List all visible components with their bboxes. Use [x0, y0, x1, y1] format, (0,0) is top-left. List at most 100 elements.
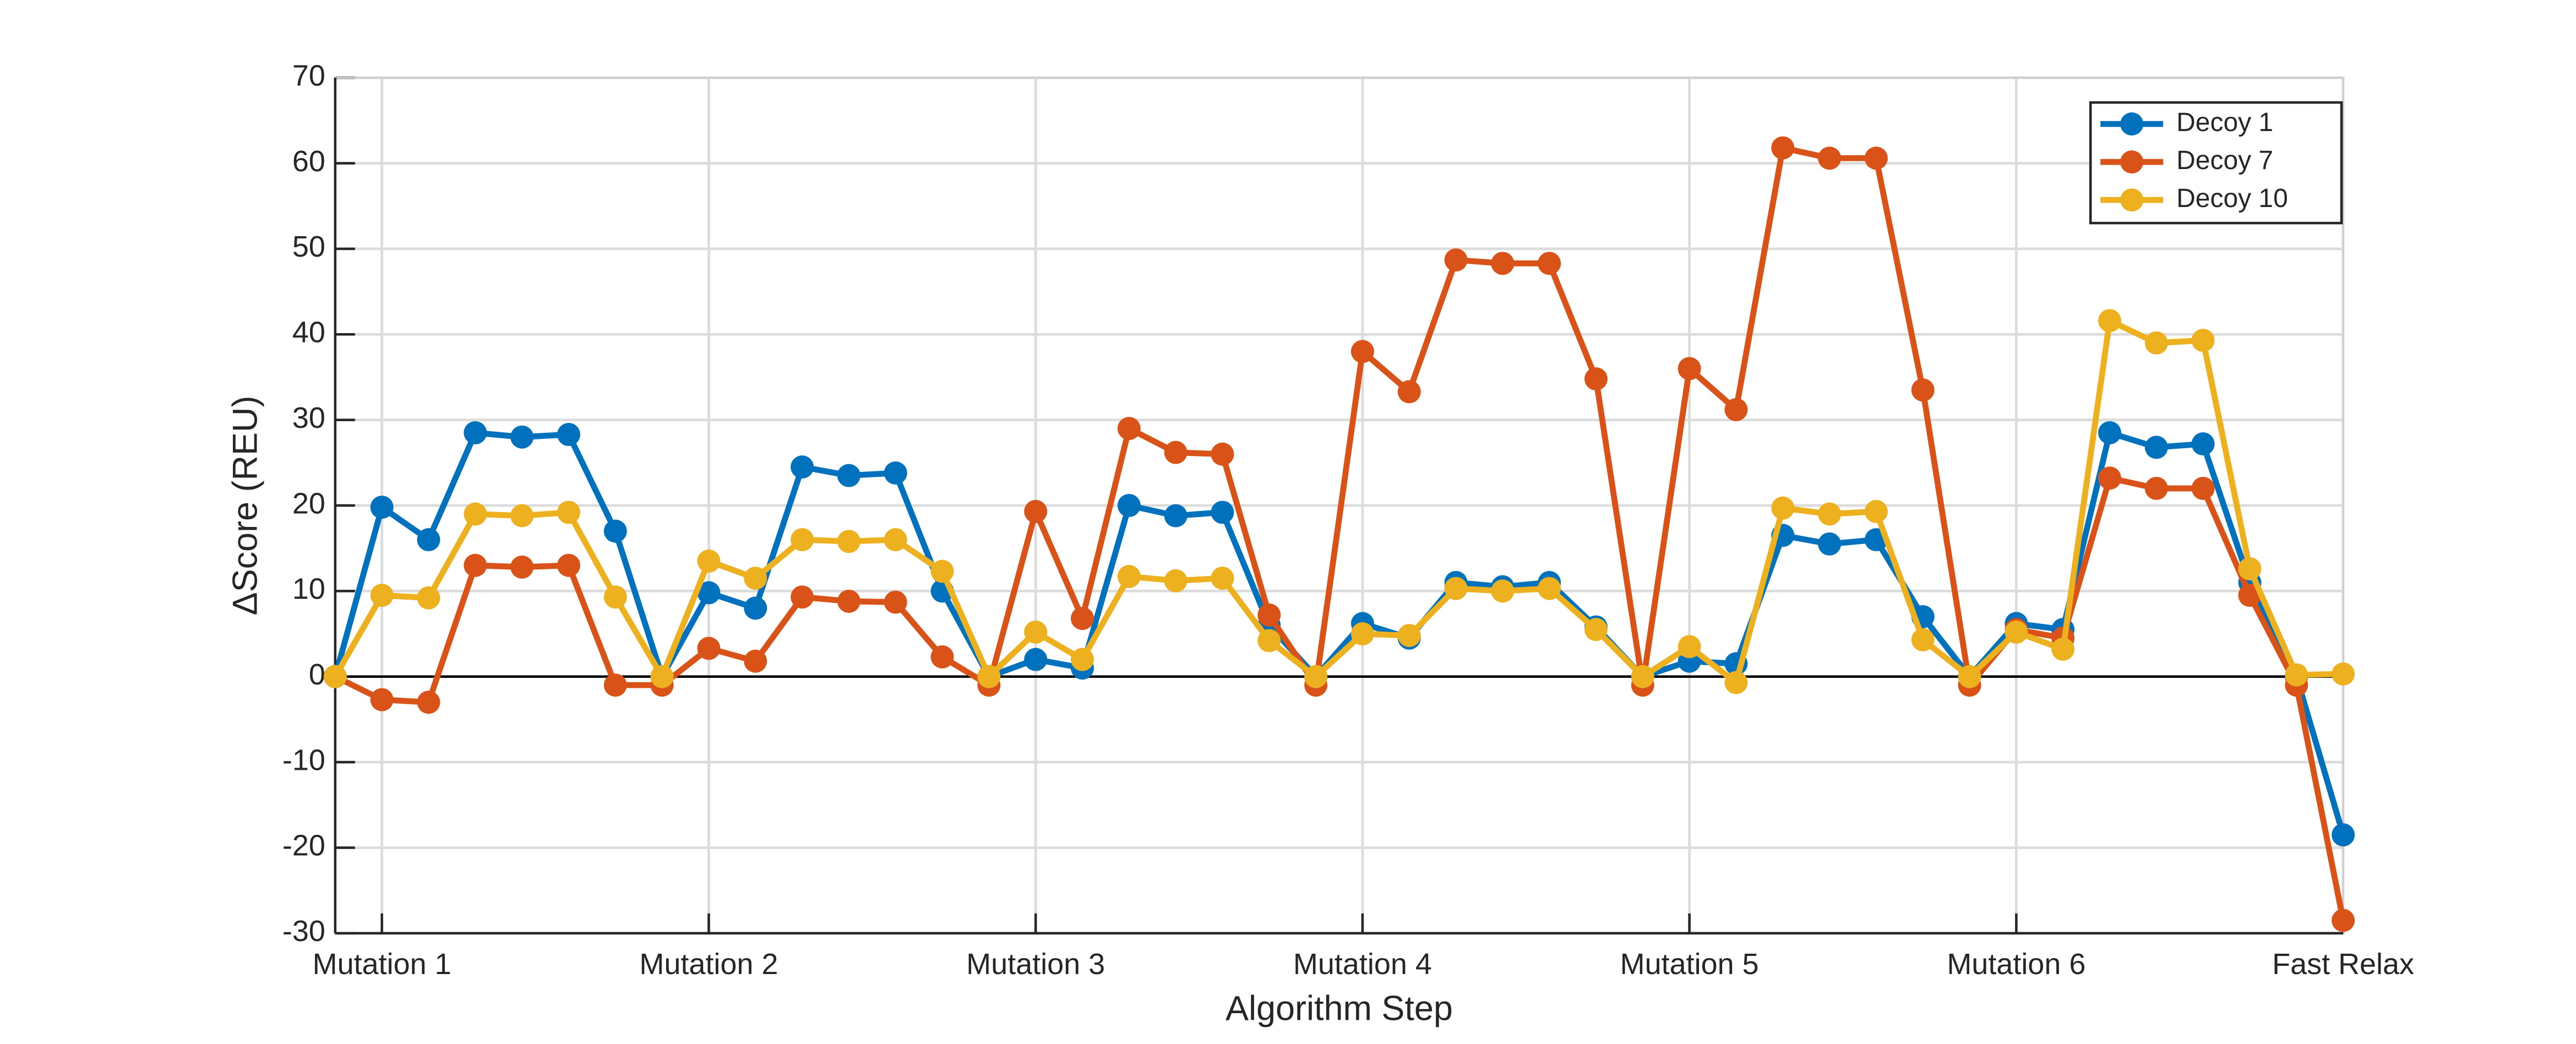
series-marker — [464, 502, 487, 526]
series-marker — [1257, 603, 1281, 627]
legend-marker — [2120, 150, 2144, 174]
series-marker — [1584, 367, 1608, 391]
series-marker — [603, 519, 627, 543]
series-marker — [1724, 671, 1748, 694]
series-marker — [417, 586, 440, 610]
x-tick-label: Mutation 5 — [1620, 948, 1759, 981]
series-marker — [323, 665, 347, 688]
series-marker — [837, 530, 861, 553]
series-marker — [2098, 421, 2121, 444]
series-marker — [1117, 494, 1141, 518]
series-marker — [1444, 577, 1468, 600]
series-marker — [1818, 502, 1842, 526]
series-marker — [370, 496, 394, 519]
series-marker — [1724, 398, 1748, 421]
series-marker — [1491, 252, 1515, 275]
x-tick-label: Mutation 3 — [966, 948, 1105, 981]
series-marker — [510, 504, 534, 528]
series-marker — [2144, 331, 2168, 355]
series-marker — [1584, 618, 1608, 641]
series-marker — [1864, 499, 1888, 523]
series-marker — [2144, 436, 2168, 459]
series-marker — [1257, 629, 1281, 652]
series-marker — [1397, 380, 1421, 404]
series-marker — [1164, 504, 1188, 528]
y-tick-label: 40 — [292, 316, 325, 349]
series-marker — [744, 596, 767, 620]
series-marker — [1211, 501, 1234, 524]
series-marker — [1771, 496, 1795, 520]
series-marker — [1070, 607, 1094, 630]
y-tick-label: 50 — [292, 230, 325, 263]
series-marker — [884, 528, 907, 552]
y-tick-label: 10 — [292, 573, 325, 606]
series-marker — [370, 688, 394, 711]
series-marker — [557, 423, 580, 447]
series-marker — [2191, 476, 2215, 500]
series-marker — [1397, 624, 1421, 648]
x-tick-label: Mutation 1 — [313, 948, 451, 981]
series-marker — [417, 690, 440, 714]
y-tick-label: 70 — [292, 59, 325, 92]
series-marker — [791, 585, 814, 609]
series-marker — [1444, 248, 1468, 272]
series-marker — [1024, 499, 1048, 523]
series-marker — [2191, 432, 2215, 456]
series-marker — [744, 649, 767, 673]
series-marker — [650, 665, 674, 688]
series-marker — [1631, 665, 1654, 688]
series-marker — [510, 555, 534, 579]
legend-marker — [2120, 112, 2144, 136]
series-marker — [1024, 620, 1048, 644]
y-tick-label: -20 — [282, 829, 325, 862]
x-axis-label: Algorithm Step — [1226, 989, 1453, 1027]
series-marker — [1117, 417, 1141, 441]
x-tick-label: Mutation 4 — [1293, 948, 1432, 981]
series-marker — [2051, 638, 2075, 661]
series-marker — [1024, 648, 1048, 671]
series-marker — [2332, 909, 2355, 932]
series-marker — [1538, 252, 1561, 275]
series-marker — [1491, 579, 1515, 603]
series-marker — [1818, 532, 1842, 556]
series-marker — [837, 590, 861, 613]
series-marker — [1678, 635, 1701, 659]
series-marker — [697, 581, 721, 605]
series-marker — [744, 567, 767, 590]
series-marker — [2098, 466, 2121, 490]
series-marker — [1864, 146, 1888, 170]
series-marker — [884, 590, 907, 614]
series-marker — [930, 559, 954, 583]
series-marker — [557, 501, 580, 524]
series-marker — [791, 528, 814, 552]
series-marker — [2238, 557, 2262, 580]
y-tick-label: -30 — [282, 915, 325, 948]
y-tick-label: 20 — [292, 487, 325, 520]
series-marker — [2144, 476, 2168, 500]
legend: Decoy 1 Decoy 7 Decoy 10 — [2089, 101, 2343, 225]
y-tick-label: 30 — [292, 401, 325, 434]
series-marker — [1164, 441, 1188, 464]
y-tick-label: 60 — [292, 145, 325, 178]
series-marker — [417, 528, 440, 552]
series-marker — [2332, 662, 2355, 686]
x-tick-label: Fast Relax — [2272, 948, 2414, 981]
series-marker — [1164, 569, 1188, 592]
series-marker — [1211, 567, 1234, 590]
series-marker — [603, 673, 627, 697]
series-marker — [977, 665, 1001, 688]
series-marker — [1211, 442, 1234, 466]
series-marker — [697, 637, 721, 660]
y-axis-label: ΔScore (REU) — [226, 396, 265, 616]
series-marker — [1911, 378, 1935, 402]
series-marker — [1117, 564, 1141, 588]
legend-label: Decoy 1 — [2176, 108, 2273, 137]
series-marker — [1911, 628, 1935, 651]
series-marker — [1818, 146, 1842, 170]
series-marker — [464, 421, 487, 444]
series-marker — [884, 461, 907, 485]
y-tick-label: 0 — [309, 658, 325, 691]
series-marker — [2191, 329, 2215, 352]
series-marker — [603, 585, 627, 609]
series-marker — [791, 455, 814, 479]
